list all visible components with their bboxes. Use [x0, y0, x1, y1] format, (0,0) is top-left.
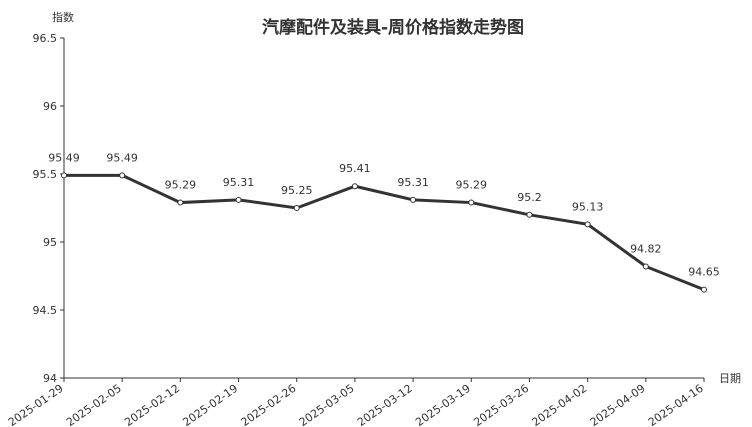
point: [119, 172, 126, 179]
x-axis-label: 日期: [719, 372, 741, 385]
data-label: 95.31: [397, 176, 429, 189]
point: [584, 221, 591, 228]
y-tick-label: 96.5: [33, 32, 58, 45]
point: [235, 196, 242, 203]
y-tick-label: 96: [43, 100, 57, 113]
x-tick-label: 2025-02-26: [239, 382, 299, 427]
data-label: 95.13: [572, 200, 604, 213]
x-tick-label: 2025-01-29: [6, 382, 66, 427]
x-tick-label: 2025-03-12: [355, 382, 415, 427]
x-tick-label: 2025-04-16: [646, 382, 706, 427]
x-tick-label: 2025-04-02: [530, 382, 590, 427]
point: [468, 199, 475, 206]
data-label: 95.2: [517, 191, 542, 204]
point: [61, 172, 67, 179]
data-label: 95.31: [223, 176, 255, 189]
x-tick-label: 2025-02-05: [64, 382, 124, 427]
y-axis-label: 指数: [52, 10, 74, 24]
x-tick-label: 2025-02-19: [180, 382, 240, 427]
point: [642, 263, 649, 270]
y-tick-label: 94.5: [33, 304, 58, 317]
data-label: 95.49: [106, 151, 138, 164]
data-label: 95.49: [48, 151, 80, 164]
data-label: 94.65: [688, 266, 720, 279]
y-tick-label: 95: [43, 236, 57, 249]
x-tick-label: 2025-03-19: [413, 382, 473, 427]
line: [64, 173, 705, 291]
y-tick-label: 95.5: [33, 168, 58, 181]
data-label: 95.29: [165, 179, 197, 192]
x-tick-label: 2025-04-09: [588, 382, 648, 427]
point: [410, 196, 417, 203]
data-label: 95.29: [456, 179, 488, 192]
point: [177, 199, 184, 206]
x-tick-label: 2025-02-12: [122, 382, 182, 427]
data-label: 94.82: [630, 242, 662, 255]
chart-title: 汽摩配件及装具-周价格指数走势图: [262, 17, 524, 38]
x-tick-label: 2025-03-05: [297, 382, 357, 427]
data-label: 95.25: [281, 184, 313, 197]
point: [351, 183, 358, 190]
y-tick-label: 94: [43, 372, 57, 385]
x-tick-label: 2025-03-26: [471, 382, 531, 427]
point: [526, 211, 533, 218]
point: [701, 286, 707, 293]
point: [293, 205, 300, 211]
data-label: 95.41: [339, 162, 371, 175]
